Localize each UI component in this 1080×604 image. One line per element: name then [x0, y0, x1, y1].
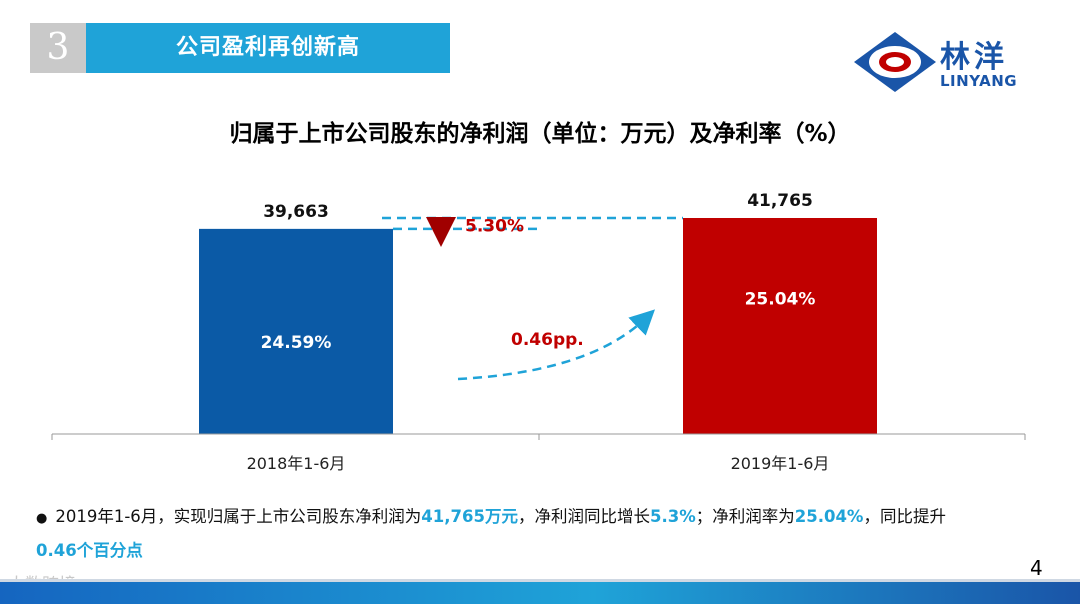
- note-highlight-growth: 5.3%: [649, 507, 696, 526]
- bar-margin-label-0: 24.59%: [261, 333, 332, 353]
- bar-margin-label-1: 25.04%: [745, 289, 816, 309]
- note-text-3: ；净利润率为: [695, 507, 795, 526]
- chart-title: 归属于上市公司股东的净利润（单位：万元）及净利率（%）: [229, 121, 851, 147]
- summary-note: ● 2019年1-6月，实现归属于上市公司股东净利润为41,765万元，净利润同比…: [36, 501, 1046, 567]
- growth-label: 5.30%: [465, 216, 524, 236]
- x-tick-label-1: 2019年1-6月: [731, 454, 830, 473]
- page-number: 4: [1030, 556, 1043, 580]
- bullet-icon: ●: [36, 511, 48, 526]
- note-highlight-profit: 41,765万元: [421, 507, 518, 526]
- section-number: 3: [30, 23, 86, 73]
- note-highlight-pp: 0.46个百分点: [36, 541, 143, 560]
- note-text-1: 2019年1-6月，实现归属于上市公司股东净利润为: [55, 507, 422, 526]
- footer-divider: [0, 579, 1080, 582]
- bar-value-label-1: 41,765: [747, 191, 813, 211]
- linyang-logo-icon: [854, 32, 936, 92]
- logo-text-en: LINYANG: [940, 72, 1018, 90]
- x-tick-label-0: 2018年1-6月: [247, 454, 346, 473]
- margin-change-arrow-icon: [457, 309, 656, 381]
- note-text-4: ，同比提升: [863, 507, 946, 526]
- bar-0: [199, 228, 393, 434]
- note-text-2: ，净利润同比增长: [517, 507, 650, 526]
- footer-band: [0, 582, 1080, 604]
- bar-value-label-0: 39,663: [263, 202, 329, 222]
- bar-1: [683, 218, 877, 434]
- note-highlight-margin: 25.04%: [794, 507, 864, 526]
- margin-change-label: 0.46pp.: [511, 330, 584, 350]
- company-logo: 林洋 LINYANG: [852, 30, 1042, 94]
- logo-text-cn: 林洋: [940, 40, 1008, 75]
- section-title: 公司盈利再创新高: [86, 23, 450, 73]
